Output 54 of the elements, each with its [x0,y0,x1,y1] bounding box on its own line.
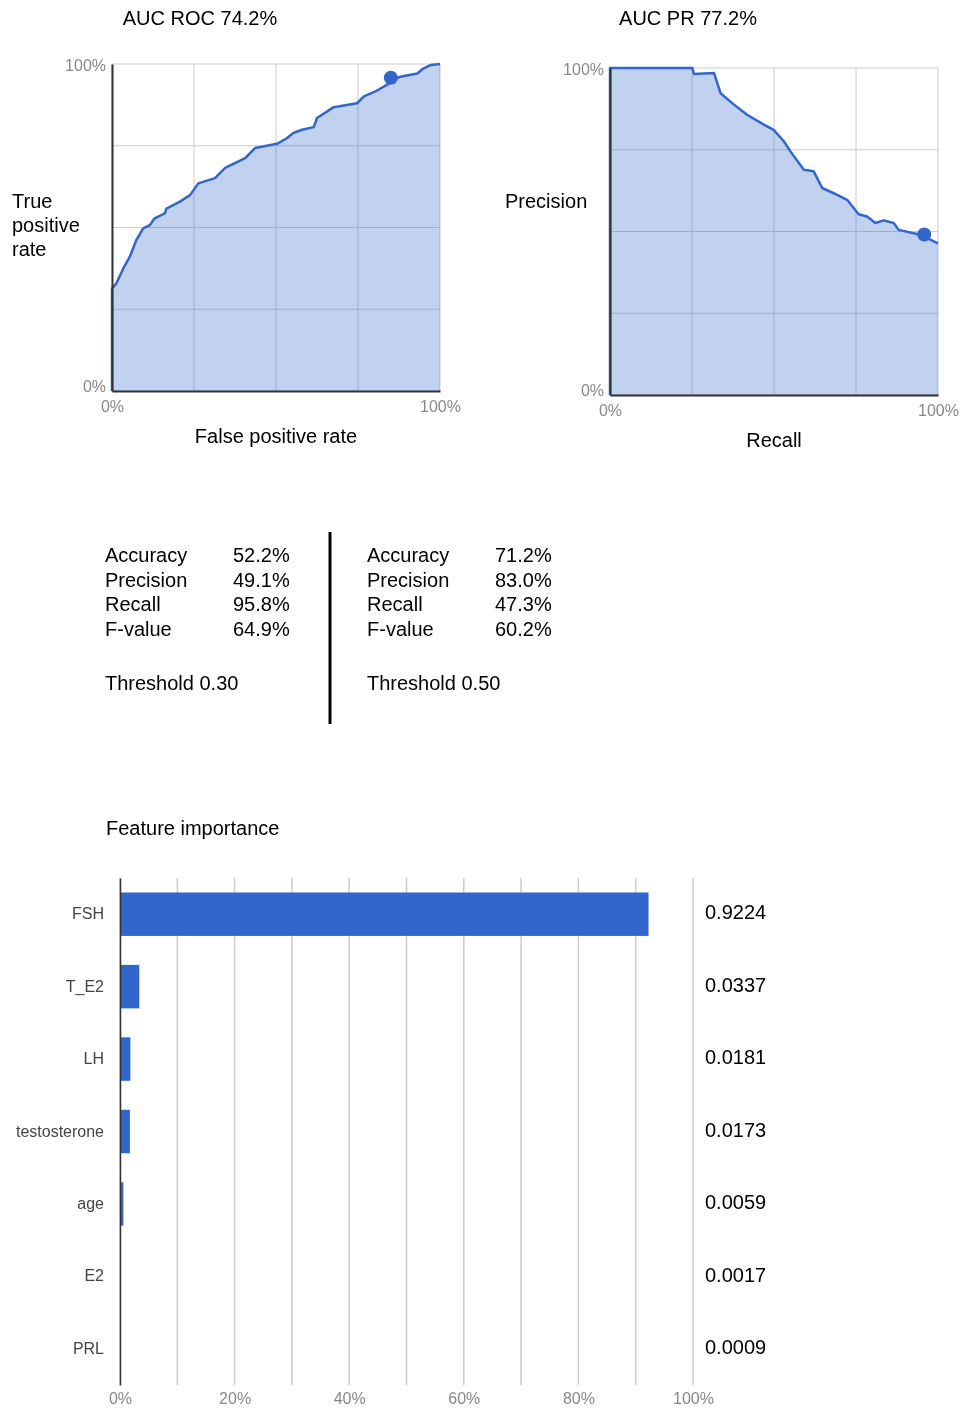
text: Threshold 0.30 [105,672,239,695]
y-tick-label: 100% [65,56,106,74]
text: Threshold 0.50 [367,672,501,695]
y-tick-label: age [77,1195,105,1213]
data-label: 0.0017 [705,1263,767,1286]
x-tick-label: 100% [918,402,959,420]
data-label: 0.0181 [705,1046,767,1069]
x-tick-label: 60% [448,1390,481,1408]
chart-title: AUC ROC 74.2% [122,7,278,30]
text: 49.1% [233,568,290,591]
text: Recall [367,593,423,616]
text: 64.9% [233,617,290,640]
text: 71.2% [495,544,552,567]
text: 95.8% [233,593,290,616]
text: 47.3% [495,593,552,616]
y-tick-label: LH [83,1050,104,1068]
bar [120,892,649,936]
y-tick-label: T_E2 [65,977,105,996]
text: Accuracy [105,544,188,567]
x-tick-label: 100% [420,398,461,416]
x-axis-title: Recall [746,429,802,451]
x-tick-label: 40% [333,1390,366,1408]
y-tick-label: E2 [84,1267,105,1285]
text: 83.0% [495,568,552,591]
data-label: 0.0009 [705,1336,767,1359]
data-label: 0.0059 [705,1191,767,1214]
x-axis-title: False positive rate [194,425,358,447]
text: Precision [105,568,188,591]
x-tick-label: 0% [598,402,623,420]
text: Precision [367,568,450,591]
y-axis-title: Precision [505,190,588,212]
y-tick-label: testosterone [15,1122,105,1140]
bar [120,1109,130,1154]
text: Accuracy [367,544,450,567]
data-label: 0.9224 [705,901,767,924]
data-label: 0.0173 [705,1118,767,1141]
y-tick-label: PRL [72,1339,105,1357]
text: F-value [367,617,434,640]
bar [120,964,140,1009]
x-tick-label: 100% [673,1390,714,1408]
x-tick-label: 20% [219,1390,252,1408]
y-tick-label: FSH [72,905,104,923]
data-label: 0.0337 [705,973,767,996]
x-tick-label: 80% [562,1390,595,1408]
chart-title: AUC PR 77.2% [619,7,758,30]
x-tick-label: 0% [100,398,125,416]
text: Recall [105,593,161,616]
chart-title: Feature importance [106,817,280,840]
y-tick-label: 0% [82,377,106,395]
text: 60.2% [495,617,552,640]
y-axis-title: True positive rate [12,190,80,260]
x-tick-label: 0% [108,1390,133,1408]
text: 52.2% [233,544,290,567]
text: F-value [105,617,172,640]
